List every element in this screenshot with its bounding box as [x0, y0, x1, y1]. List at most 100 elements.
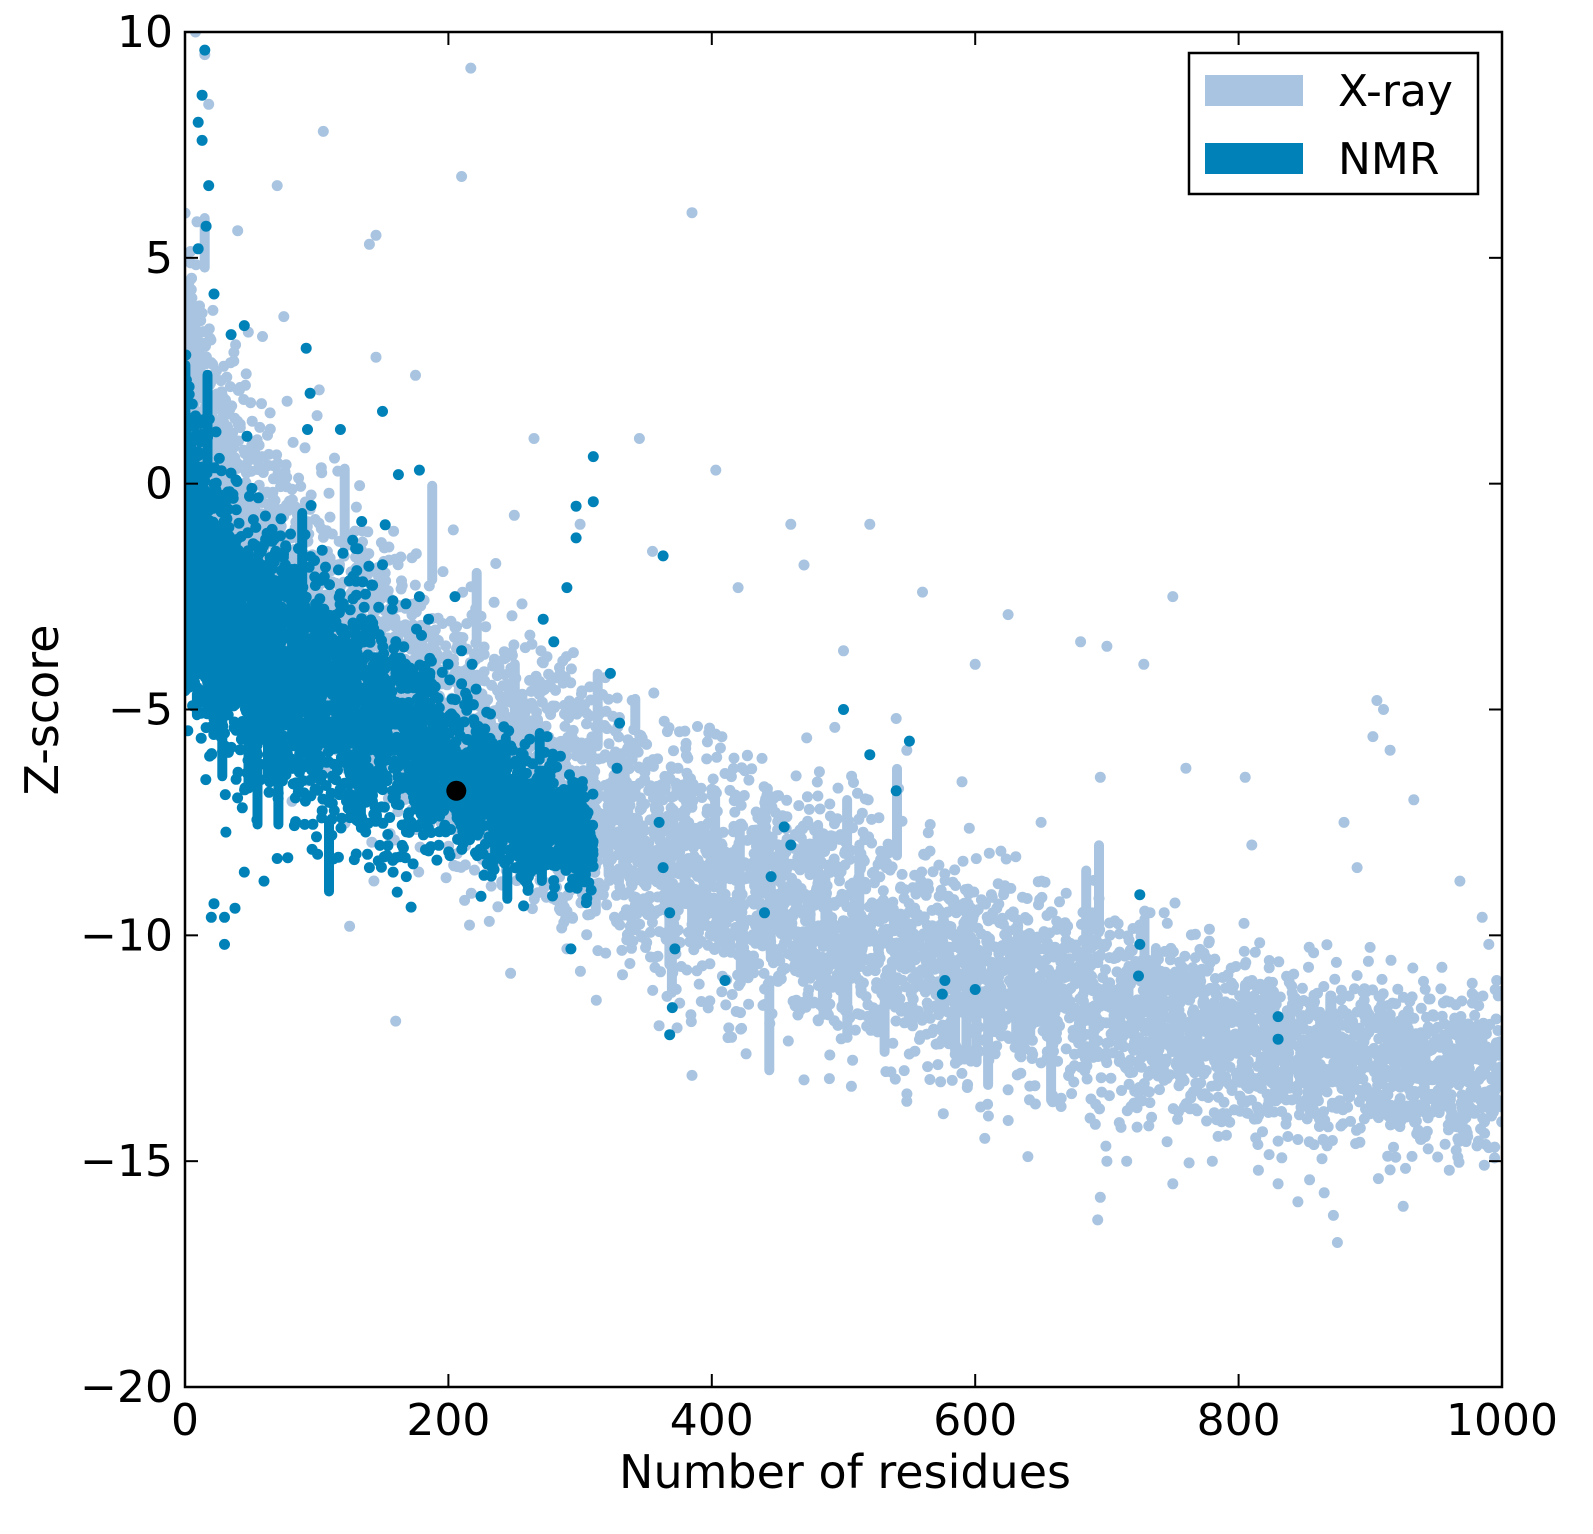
data-point — [616, 944, 628, 956]
data-point — [461, 618, 473, 630]
data-point — [1273, 956, 1285, 968]
data-point — [432, 634, 444, 646]
data-point — [1407, 1088, 1419, 1100]
data-point — [203, 323, 215, 335]
data-point — [185, 257, 197, 269]
data-point — [695, 996, 707, 1007]
data-point — [1093, 998, 1105, 1009]
data-point — [852, 787, 863, 799]
data-point — [811, 776, 823, 788]
data-point — [1131, 1121, 1143, 1133]
data-point — [1466, 997, 1478, 1009]
data-point — [1161, 917, 1173, 929]
data-point — [1254, 937, 1266, 949]
data-point — [246, 415, 258, 427]
data-point — [720, 999, 732, 1011]
data-point — [1167, 1103, 1179, 1115]
data-point — [185, 207, 191, 219]
data-point — [1101, 938, 1112, 950]
data-point — [311, 410, 323, 422]
data-point — [680, 749, 692, 761]
data-point — [1478, 1159, 1490, 1171]
data-point — [240, 467, 252, 479]
data-point — [480, 621, 492, 633]
data-point — [932, 1059, 944, 1071]
data-point — [383, 541, 395, 553]
data-point — [702, 1002, 714, 1014]
data-point — [299, 442, 311, 454]
data-point — [959, 884, 971, 896]
data-point — [1212, 1130, 1224, 1142]
data-point — [1272, 1135, 1284, 1147]
data-point — [983, 847, 995, 859]
data-point — [1457, 1091, 1469, 1103]
data-point — [944, 894, 956, 905]
data-point — [531, 706, 542, 718]
data-point — [924, 819, 936, 830]
data-point — [1308, 947, 1320, 959]
data-point — [1303, 961, 1314, 973]
data-point — [465, 887, 477, 899]
data-point — [771, 790, 783, 802]
data-point — [829, 721, 841, 733]
data-point — [1427, 1074, 1439, 1086]
data-point — [898, 892, 910, 904]
data-point — [1385, 954, 1397, 966]
data-point — [937, 1108, 949, 1120]
data-point — [946, 1074, 958, 1086]
data-point — [1201, 1115, 1213, 1127]
data-point — [711, 751, 723, 763]
data-point — [1183, 1157, 1195, 1169]
data-point — [324, 511, 336, 523]
data-point — [956, 1067, 968, 1079]
data-point — [268, 473, 279, 485]
data-point — [1296, 982, 1308, 994]
data-point — [1158, 907, 1170, 919]
data-point — [735, 1007, 746, 1019]
data-point — [256, 398, 267, 410]
data-point — [793, 800, 805, 812]
data-point — [747, 824, 759, 836]
data-point — [648, 687, 660, 699]
data-point — [1281, 1112, 1293, 1124]
data-point — [354, 480, 366, 492]
data-point — [1240, 957, 1252, 968]
data-point — [746, 763, 758, 775]
data-point — [1002, 1084, 1014, 1096]
data-point — [1466, 988, 1478, 1000]
data-point — [621, 934, 633, 946]
data-point — [601, 899, 613, 911]
data-point — [812, 1014, 824, 1026]
data-point — [1432, 1151, 1444, 1163]
data-point — [1189, 928, 1201, 940]
data-point — [576, 685, 588, 697]
data-point — [262, 429, 273, 441]
data-point — [1263, 1149, 1275, 1161]
data-point — [1364, 1103, 1376, 1114]
data-point — [726, 1031, 738, 1043]
data-point — [856, 807, 868, 819]
data-point — [1406, 1150, 1418, 1162]
data-point — [205, 334, 217, 346]
data-point — [832, 782, 844, 794]
data-point — [323, 487, 335, 499]
data-point — [524, 629, 536, 641]
data-point — [624, 958, 636, 969]
data-point — [963, 822, 975, 834]
data-point — [368, 875, 380, 887]
data-point — [451, 621, 463, 633]
data-point — [845, 1080, 857, 1092]
data-point — [896, 868, 908, 880]
data-point — [701, 753, 713, 765]
data-point — [950, 880, 961, 891]
data-point — [1161, 1136, 1173, 1148]
data-point — [410, 548, 422, 560]
data-point — [590, 994, 602, 1006]
data-point — [1422, 1021, 1434, 1033]
data-point — [440, 872, 452, 884]
data-point — [1224, 1116, 1236, 1128]
data-point — [1291, 1093, 1303, 1105]
data-point — [492, 901, 504, 913]
data-point — [1045, 906, 1057, 918]
